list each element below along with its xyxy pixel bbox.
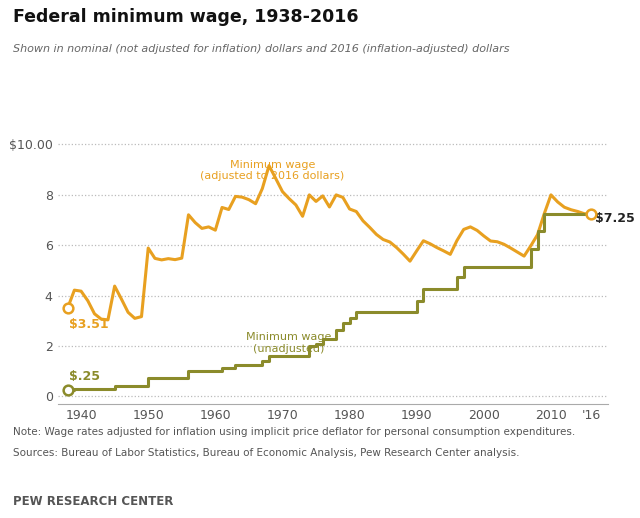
Text: $7.25: $7.25 — [595, 212, 634, 225]
Text: $.25: $.25 — [69, 370, 100, 383]
Text: Federal minimum wage, 1938-2016: Federal minimum wage, 1938-2016 — [13, 8, 358, 26]
Text: Minimum wage
(unadjusted): Minimum wage (unadjusted) — [246, 332, 332, 354]
Text: Minimum wage
(adjusted to 2016 dollars): Minimum wage (adjusted to 2016 dollars) — [200, 160, 344, 181]
Text: $3.51: $3.51 — [69, 319, 109, 332]
Text: Sources: Bureau of Labor Statistics, Bureau of Economic Analysis, Pew Research C: Sources: Bureau of Labor Statistics, Bur… — [13, 448, 519, 458]
Text: PEW RESEARCH CENTER: PEW RESEARCH CENTER — [13, 495, 173, 508]
Text: Shown in nominal (not adjusted for inflation) dollars and 2016 (inflation-adjust: Shown in nominal (not adjusted for infla… — [13, 44, 509, 54]
Text: Note: Wage rates adjusted for inflation using implicit price deflator for person: Note: Wage rates adjusted for inflation … — [13, 427, 575, 437]
